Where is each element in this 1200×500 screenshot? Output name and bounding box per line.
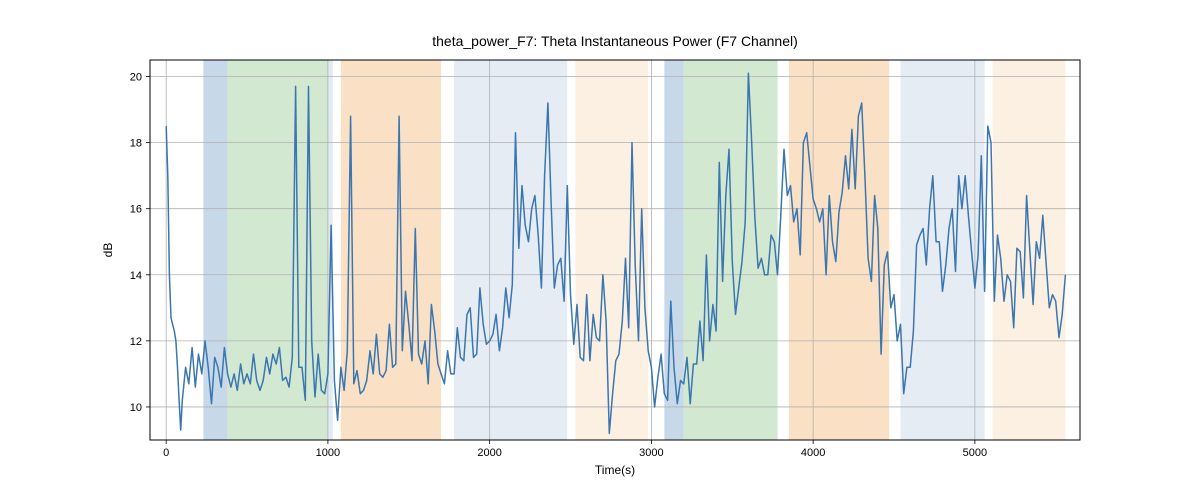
x-tick-label: 4000	[801, 447, 825, 459]
region	[789, 60, 889, 440]
x-tick-label: 1000	[316, 447, 340, 459]
x-axis-label: Time(s)	[595, 463, 635, 477]
region	[684, 60, 778, 440]
y-tick-label: 20	[130, 72, 142, 84]
y-tick-label: 18	[130, 138, 142, 150]
y-tick-label: 16	[130, 204, 142, 216]
region	[454, 60, 567, 440]
x-tick-label: 0	[163, 447, 169, 459]
chart-svg: 0 1000 2000 3000 4000 5000 10 12 14 16 18 20 Time(s)…	[0, 0, 1200, 500]
region	[341, 60, 441, 440]
region	[575, 60, 648, 440]
y-axis-label: dB	[101, 243, 115, 258]
chart-container: 0 1000 2000 3000 4000 5000 10 12 14 16 18 20 Time(s)…	[0, 0, 1200, 500]
y-tick-label: 14	[130, 270, 142, 282]
y-tick-label: 12	[130, 336, 142, 348]
chart-title: theta_power_F7: Theta Instantaneous Powe…	[432, 33, 798, 49]
region	[203, 60, 227, 440]
x-tick-label: 5000	[963, 447, 987, 459]
x-tick-label: 3000	[639, 447, 663, 459]
x-tick-label: 2000	[477, 447, 501, 459]
y-tick-label: 10	[130, 402, 142, 414]
region	[228, 60, 328, 440]
